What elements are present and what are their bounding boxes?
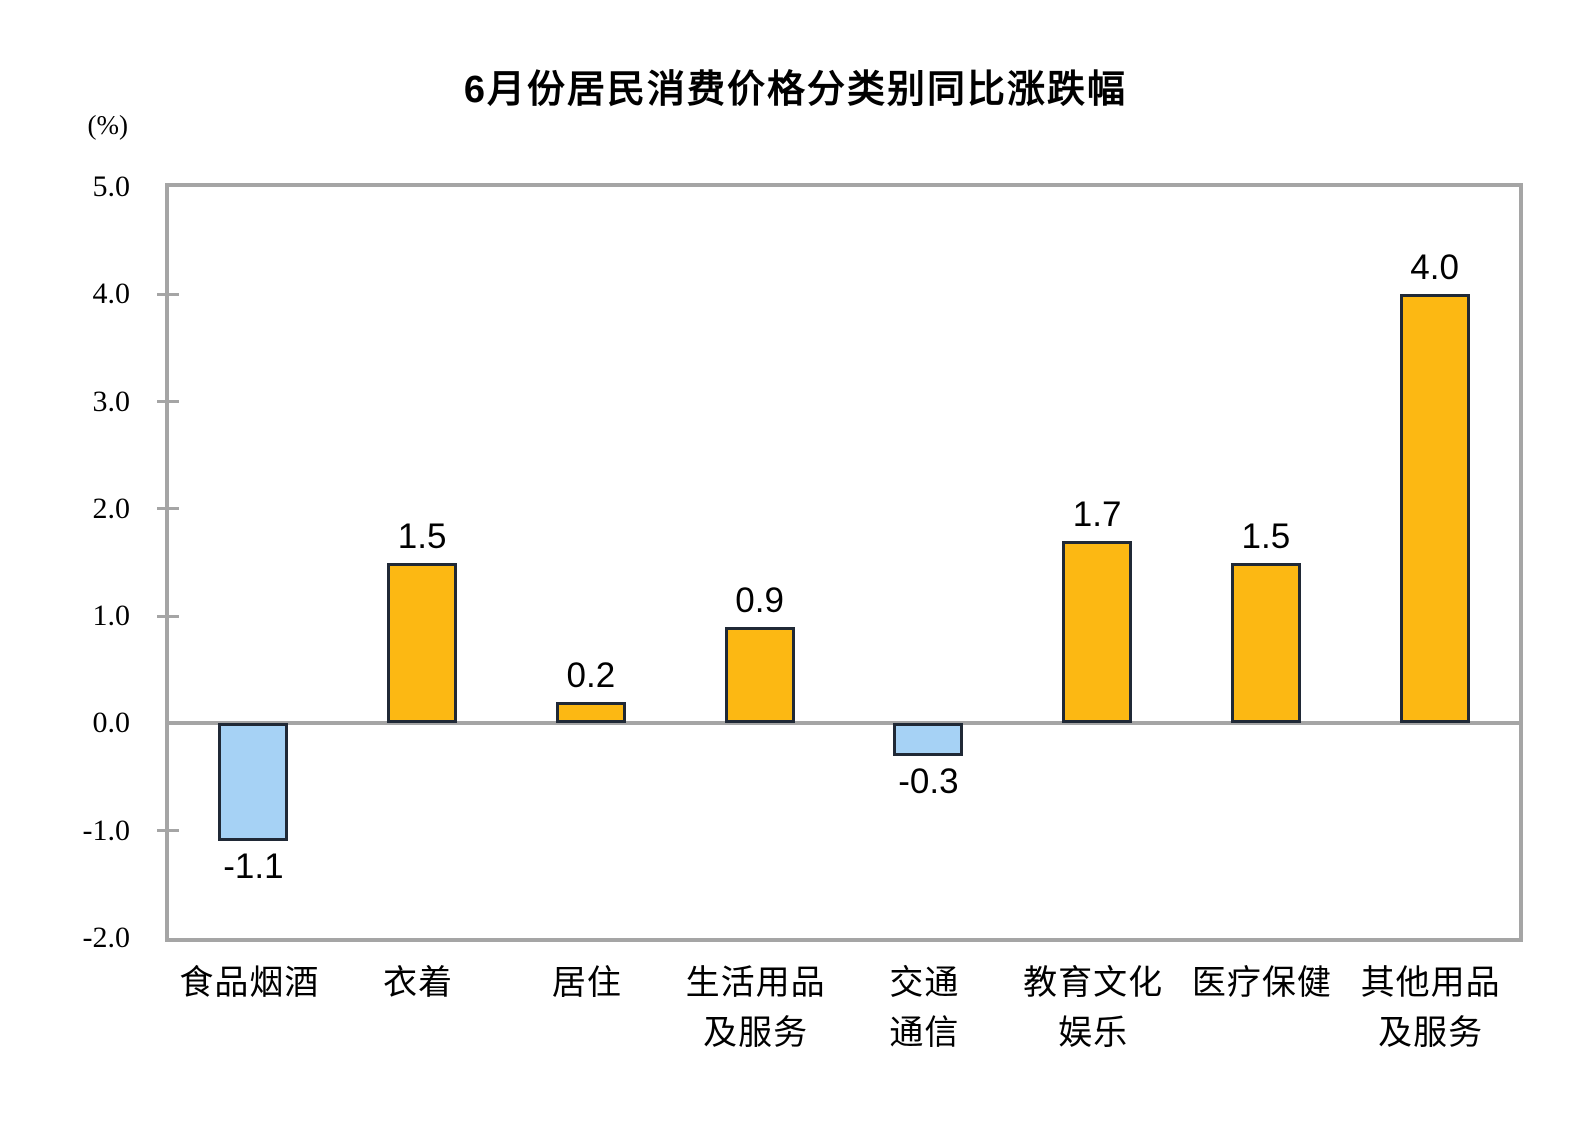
y-tick-mark [157,614,179,618]
category-label-line: 及服务 [703,1014,809,1052]
value-label: -1.1 [223,847,284,887]
category-labels: 食品烟酒 衣着 居住 生活用品 及服务 交通 通信 教育文化 娱乐 医疗保健 其他用品 及服务 [165,958,1523,1068]
bar-3 [555,701,626,724]
y-tick-label: -1.0 [82,813,131,847]
category-label: 交通 通信 [840,958,1009,1058]
y-tick-label: 0.0 [92,706,131,740]
value-label: 1.5 [1241,516,1291,556]
category-label-text: 食品烟酒 [179,958,319,1008]
category-label-line: 通信 [889,1014,960,1052]
value-label: 0.2 [566,655,616,695]
y-tick-label: 5.0 [92,170,131,203]
value-label: 1.7 [1072,495,1122,535]
zero-baseline [167,721,1521,726]
category-label-line: 交通 [889,964,960,1002]
category-label: 其他用品 及服务 [1346,958,1515,1058]
category-label: 医疗保健 [1178,958,1347,1008]
category-label: 教育文化 娱乐 [1009,958,1178,1058]
category-label: 居住 [503,958,672,1008]
category-label-text: 居住 [552,958,622,1008]
bar-2 [387,562,458,724]
category-label-text: 衣着 [383,958,453,1008]
value-label: -0.3 [898,761,959,801]
category-label-line: 教育文化 [1023,964,1164,1002]
y-tick-label: 3.0 [92,384,131,418]
category-label-text: 医疗保健 [1192,958,1332,1008]
chart-title: 6月份居民消费价格分类别同比涨跌幅 [463,69,1128,111]
bar-6 [1062,541,1133,724]
bar-1 [218,723,289,842]
y-tick-mark [157,292,179,296]
category-label-text: 生活用品 及服务 [686,958,826,1058]
category-label-text: 其他用品 及服务 [1361,958,1501,1058]
category-label-line: 医疗保健 [1191,964,1332,1002]
bar-5 [893,723,964,756]
y-tick-mark [157,829,179,833]
bar-8 [1399,294,1470,724]
category-label-line: 其他用品 [1360,964,1501,1002]
bar-7 [1230,562,1301,724]
category-label-line: 娱乐 [1058,1014,1129,1052]
category-label-line: 居住 [551,964,622,1002]
y-tick-label: 4.0 [92,277,131,311]
y-tick-mark [157,507,179,511]
category-label-line: 及服务 [1378,1014,1484,1052]
category-label: 食品烟酒 [165,958,334,1008]
plot-area: -1.1 1.5 0.2 0.9 -0.3 1.7 1.5 4.0 [157,183,1523,942]
value-label: 0.9 [735,580,784,620]
bar-4 [724,626,795,724]
category-label-text: 交通 通信 [889,958,959,1058]
category-label: 衣着 [334,958,503,1008]
value-label: 4.0 [1410,248,1459,288]
y-tick-label: -2.0 [82,921,131,954]
category-label-text: 教育文化 娱乐 [1023,958,1163,1058]
category-label-line: 生活用品 [685,964,826,1002]
value-label: 1.5 [397,516,447,556]
y-tick-label: 1.0 [92,599,131,633]
category-label-line: 食品烟酒 [179,964,320,1002]
category-label: 生活用品 及服务 [671,958,840,1058]
category-label-line: 衣着 [383,964,454,1002]
y-tick-label: 2.0 [92,491,131,525]
y-tick-mark [157,400,179,404]
y-axis-unit-label: (%) [87,110,128,140]
